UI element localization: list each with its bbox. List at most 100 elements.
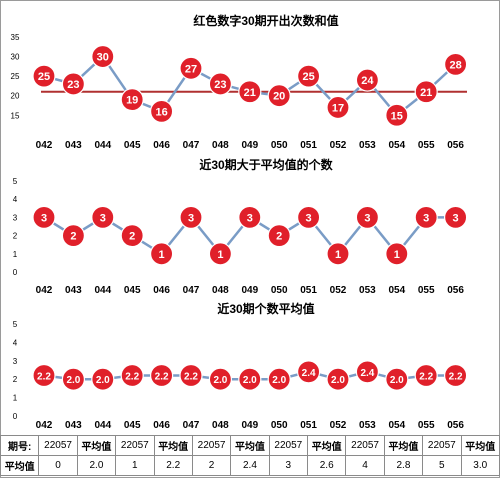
- data-label: 20: [273, 91, 285, 103]
- data-point-marker: [61, 224, 86, 248]
- data-label: 19: [126, 95, 138, 107]
- data-point-marker: [32, 363, 56, 388]
- data-label: 2: [70, 231, 76, 243]
- data-label: 3: [453, 212, 459, 224]
- table-header-row: 期号: 22057 平均值 22057 平均值 22057 平均值 22057 …: [0, 435, 500, 456]
- data-label: 2.2: [184, 372, 198, 383]
- x-tick-label: 056: [447, 140, 464, 151]
- y-tick-label: 0: [13, 412, 18, 421]
- data-label: 27: [185, 63, 197, 75]
- table-cell: 2.0: [76, 455, 117, 476]
- data-point-marker: [238, 80, 262, 104]
- data-point-marker: [120, 224, 144, 248]
- data-label: 2.0: [331, 375, 345, 386]
- data-point-marker: [326, 95, 350, 120]
- x-tick-label: 056: [447, 420, 464, 431]
- data-point-marker: [326, 242, 350, 266]
- x-tick-label: 049: [241, 420, 258, 431]
- x-tick-label: 046: [153, 420, 170, 431]
- y-tick-label: 5: [13, 177, 18, 186]
- data-label: 3: [306, 212, 312, 224]
- data-label: 15: [391, 110, 403, 122]
- data-label: 2.2: [125, 372, 139, 383]
- data-point-marker: [120, 88, 144, 112]
- x-tick-label: 046: [153, 140, 170, 151]
- table-cell: 5: [422, 455, 462, 476]
- summary-table: 期号: 22057 平均值 22057 平均值 22057 平均值 22057 …: [0, 435, 500, 476]
- data-point-marker: [150, 363, 174, 388]
- data-label: 2.0: [213, 375, 227, 386]
- x-tick-label: 045: [124, 420, 141, 431]
- data-point-marker: [150, 242, 174, 266]
- x-tick-label: 048: [212, 285, 229, 296]
- data-point-marker: [385, 242, 409, 266]
- x-tick-label: 055: [418, 420, 435, 431]
- data-label: 3: [423, 212, 429, 224]
- table-cell: 22057: [268, 435, 309, 456]
- x-tick-label: 051: [300, 285, 317, 296]
- x-tick-label: 045: [124, 140, 141, 151]
- table-cell: 平均值: [460, 435, 500, 456]
- table-cell: 3.0: [460, 455, 500, 476]
- data-point-marker: [61, 72, 86, 96]
- x-tick-label: 050: [271, 140, 288, 151]
- chart-title: 红色数字30期开出次数和值: [193, 13, 338, 28]
- x-tick-label: 042: [36, 420, 53, 431]
- x-tick-label: 046: [153, 285, 170, 296]
- y-tick-label: 3: [13, 357, 18, 366]
- data-label: 1: [335, 249, 341, 261]
- y-tick-label: 3: [13, 213, 18, 222]
- x-tick-label: 042: [36, 285, 53, 296]
- data-label: 2.0: [96, 375, 110, 386]
- y-tick-label: 4: [13, 195, 18, 204]
- data-label: 2.0: [66, 375, 80, 386]
- data-label: 23: [214, 79, 226, 91]
- x-tick-label: 042: [36, 140, 53, 151]
- table-cell: 22057: [115, 435, 155, 456]
- data-label: 2.2: [155, 372, 169, 383]
- chart-title: 近30期大于平均值的个数: [199, 157, 333, 172]
- x-tick-label: 054: [388, 285, 405, 296]
- data-label: 21: [244, 87, 256, 99]
- x-tick-label: 055: [418, 140, 435, 151]
- x-tick-label: 052: [330, 285, 347, 296]
- data-label: 28: [449, 59, 461, 71]
- x-tick-label: 051: [300, 140, 317, 151]
- data-point-marker: [238, 367, 262, 391]
- x-tick-label: 044: [94, 285, 111, 296]
- table-cell: 2.4: [230, 455, 270, 476]
- data-point-marker: [355, 68, 379, 92]
- x-tick-label: 043: [65, 420, 82, 431]
- data-point-marker: [355, 205, 379, 229]
- data-point-marker: [444, 52, 468, 76]
- x-tick-label: 050: [271, 420, 288, 431]
- table-cell: 2.2: [153, 455, 193, 476]
- data-label: 1: [394, 249, 400, 261]
- data-point-marker: [179, 56, 203, 80]
- table-cell: 22057: [422, 435, 462, 456]
- table-cell: 期号:: [0, 435, 40, 456]
- y-tick-label: 0: [13, 268, 18, 277]
- data-point-marker: [267, 84, 291, 108]
- y-tick-label: 4: [13, 338, 18, 347]
- data-label: 25: [302, 71, 314, 83]
- x-tick-label: 050: [271, 285, 288, 296]
- table-cell: 3: [268, 455, 309, 476]
- data-label: 2.2: [37, 372, 51, 383]
- data-point-marker: [61, 367, 86, 391]
- data-label: 3: [100, 212, 106, 224]
- table-cell: 平均值: [383, 435, 424, 456]
- x-tick-label: 049: [241, 285, 258, 296]
- y-tick-label: 20: [11, 92, 20, 101]
- table-cell: 4: [345, 455, 385, 476]
- x-tick-label: 049: [241, 140, 258, 151]
- data-point-marker: [414, 363, 438, 388]
- table-cell: 1: [115, 455, 155, 476]
- data-label: 24: [361, 75, 374, 87]
- table-cell: 平均值: [230, 435, 270, 456]
- data-point-marker: [179, 205, 203, 229]
- y-tick-label: 2: [13, 375, 18, 384]
- data-point-marker: [355, 360, 379, 384]
- data-point-marker: [297, 360, 321, 384]
- data-point-marker: [414, 205, 438, 229]
